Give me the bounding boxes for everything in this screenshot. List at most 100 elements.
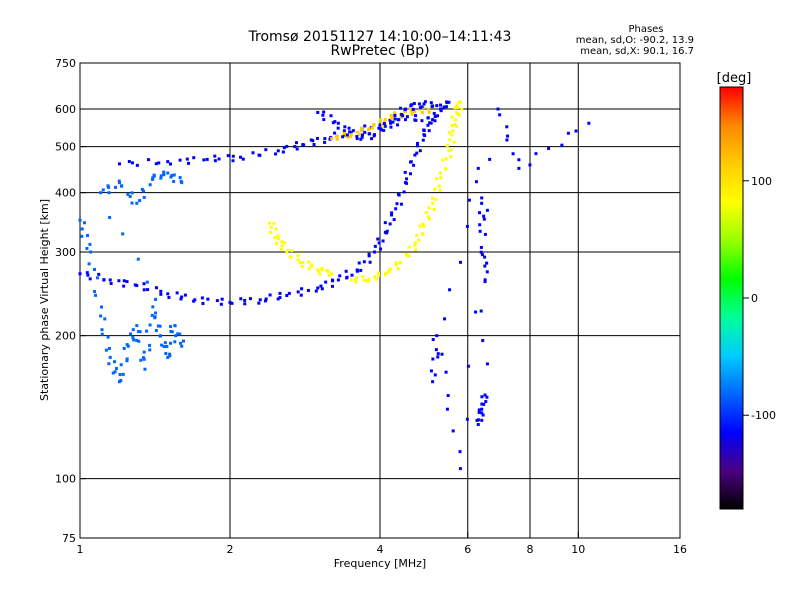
echo-point xyxy=(388,118,392,122)
echo-point xyxy=(122,346,126,350)
echo-point xyxy=(383,221,387,225)
echo-point xyxy=(454,118,458,122)
echo-point xyxy=(107,191,111,195)
echo-point xyxy=(154,329,158,333)
echo-point xyxy=(427,215,431,219)
echo-point xyxy=(154,286,158,290)
echo-point xyxy=(378,123,382,127)
echo-point xyxy=(347,126,351,130)
echo-point xyxy=(444,167,448,171)
echo-point xyxy=(390,211,394,215)
echo-point xyxy=(130,191,134,195)
echo-point xyxy=(78,272,82,276)
echo-point xyxy=(280,240,284,244)
echo-point xyxy=(243,298,247,302)
echo-point xyxy=(393,113,397,117)
echo-point xyxy=(403,118,407,122)
echo-point xyxy=(135,163,139,167)
echo-point xyxy=(383,273,387,277)
echo-point xyxy=(383,118,387,122)
echo-point xyxy=(396,267,400,271)
echo-point xyxy=(355,130,359,134)
phases-line-x: mean, sd,X: 90.1, 16.7 xyxy=(580,46,694,57)
echo-point xyxy=(474,310,478,314)
echo-point xyxy=(178,176,182,180)
echo-point xyxy=(142,195,146,199)
echo-point xyxy=(389,121,393,125)
echo-point xyxy=(330,137,334,141)
echo-point xyxy=(418,107,422,111)
echo-point xyxy=(125,343,129,347)
echo-point xyxy=(349,133,353,137)
echo-point xyxy=(104,348,108,352)
echo-point xyxy=(379,247,383,251)
echo-point xyxy=(278,296,282,300)
echo-point xyxy=(424,211,428,215)
echo-point xyxy=(354,280,358,284)
echo-point xyxy=(367,277,371,281)
echo-point xyxy=(420,119,424,123)
echo-point xyxy=(436,352,440,356)
y-tick-label: 500 xyxy=(55,141,76,154)
echo-point xyxy=(460,107,464,111)
echo-point xyxy=(320,268,324,272)
echo-point xyxy=(166,171,170,175)
echo-point xyxy=(366,279,370,283)
echo-point xyxy=(479,245,483,249)
echo-point xyxy=(409,110,413,114)
echo-point xyxy=(285,144,289,148)
echo-point xyxy=(418,149,422,153)
echo-point xyxy=(480,407,484,411)
echo-point xyxy=(325,268,329,272)
echo-point xyxy=(378,118,382,122)
echo-point xyxy=(376,271,380,275)
echo-point xyxy=(517,166,521,170)
echo-point xyxy=(267,221,271,225)
echo-point xyxy=(80,234,84,238)
echo-point xyxy=(431,380,435,384)
echo-point xyxy=(480,253,484,257)
echo-point xyxy=(154,297,158,301)
echo-point xyxy=(438,188,442,192)
echo-point xyxy=(170,174,174,178)
echo-point xyxy=(451,129,455,133)
echo-point xyxy=(449,148,453,152)
echo-point xyxy=(248,297,252,301)
echo-point xyxy=(349,278,353,282)
echo-point xyxy=(403,108,407,112)
echo-point xyxy=(428,121,432,125)
echo-point xyxy=(148,183,152,187)
echo-point xyxy=(148,343,152,347)
echo-point xyxy=(86,273,90,277)
echo-point xyxy=(322,118,326,122)
echo-point xyxy=(164,352,168,356)
echo-point xyxy=(482,214,486,218)
echo-point xyxy=(179,179,183,183)
echo-point xyxy=(130,161,134,165)
echo-point xyxy=(287,291,291,295)
echo-point xyxy=(117,181,121,185)
echo-point xyxy=(403,170,407,174)
echo-point xyxy=(296,258,300,262)
echo-point xyxy=(268,230,272,234)
echo-point xyxy=(353,277,357,281)
echo-point xyxy=(483,232,487,236)
echo-point xyxy=(427,129,431,133)
y-tick-label: 75 xyxy=(62,532,76,545)
echo-point xyxy=(409,172,413,176)
echo-point xyxy=(427,110,431,114)
echo-point xyxy=(159,289,163,293)
echo-point xyxy=(421,138,425,142)
echo-point xyxy=(162,173,166,177)
y-tick-label: 600 xyxy=(55,103,76,116)
echo-point xyxy=(127,160,131,164)
echo-point xyxy=(355,135,359,139)
echo-point xyxy=(142,282,146,286)
echo-point xyxy=(138,199,142,203)
echo-point xyxy=(431,357,435,361)
echo-point xyxy=(213,154,217,158)
echo-point xyxy=(431,104,435,108)
echo-point xyxy=(172,173,176,177)
echo-point xyxy=(447,100,451,104)
echo-point xyxy=(101,188,105,192)
